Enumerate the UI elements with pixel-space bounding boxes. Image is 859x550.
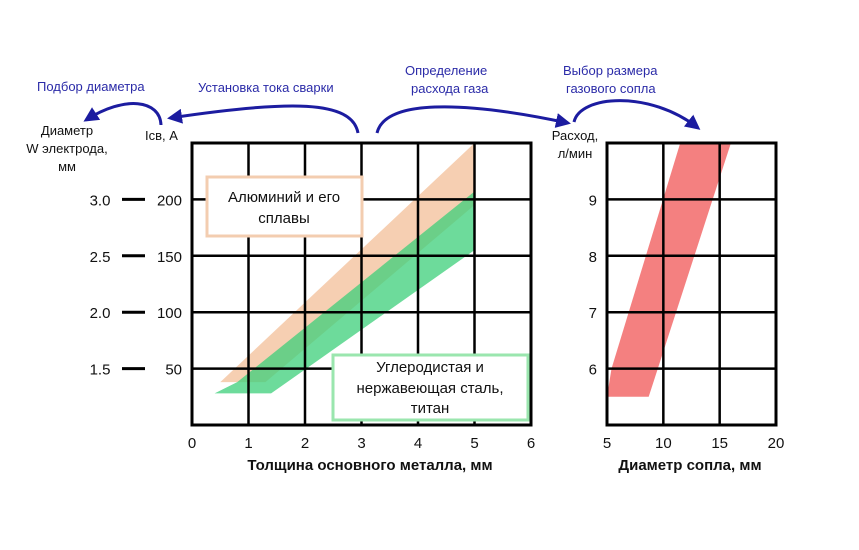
label-gas-flow-2: расхода газа: [411, 81, 489, 96]
electrode-axis-title-3: мм: [58, 159, 76, 174]
label-gas-flow-1: Определение: [405, 63, 487, 78]
x-tick-label: 15: [711, 435, 728, 452]
y-tick-label: 50: [165, 362, 182, 379]
electrode-tick-label: 3.0: [90, 192, 111, 209]
gas-flow-axis-title-1: Расход,: [552, 128, 598, 143]
electrode-tick-label: 1.5: [90, 362, 111, 379]
electrode-axis-title-1: Диаметр: [41, 123, 93, 138]
x-tick-label: 5: [470, 435, 478, 452]
thickness-axis-title: Толщина основного металла, мм: [247, 457, 492, 474]
y-tick-label: 200: [157, 192, 182, 209]
band-aluminum: [220, 143, 475, 383]
label-nozzle-select-2: газового сопла: [566, 81, 656, 96]
y-tick-label: 100: [157, 305, 182, 322]
x-tick-label: 0: [188, 435, 196, 452]
y-tick-label: 6: [589, 362, 597, 379]
x-tick-label: 5: [603, 435, 611, 452]
x-tick-label: 6: [527, 435, 535, 452]
steel-legend-line-3: титан: [411, 400, 450, 417]
aluminum-legend-box: [205, 175, 364, 238]
x-tick-label: 4: [414, 435, 422, 452]
electrode-tick-label: 2.5: [90, 249, 111, 266]
x-tick-label: 2: [301, 435, 309, 452]
label-electrode-select: Подбор диаметра: [37, 79, 145, 94]
label-nozzle-select-1: Выбор размера: [563, 63, 658, 78]
y-tick-label: 150: [157, 249, 182, 266]
x-tick-label: 1: [244, 435, 252, 452]
band-gas: [607, 143, 731, 397]
gas-flow-axis-title-2: л/мин: [558, 146, 593, 161]
arrow-to-gas-flow: [375, 105, 571, 134]
aluminum-legend-line-1: Алюминий и его: [228, 189, 340, 206]
aluminum-legend-line-2: сплавы: [258, 210, 309, 227]
electrode-tick-label: 2.0: [90, 305, 111, 322]
x-tick-label: 10: [655, 435, 672, 452]
arrow-current-to-electrode: [83, 102, 163, 126]
nozzle-axis-title: Диаметр сопла, мм: [618, 457, 761, 474]
plot-frame: [605, 141, 778, 427]
steel-legend-box: [331, 353, 530, 422]
x-tick-label: 20: [768, 435, 785, 452]
electrode-axis-title-2: W электрода,: [26, 141, 107, 156]
x-tick-label: 3: [357, 435, 365, 452]
arrow-to-nozzle: [572, 99, 701, 130]
gas-flow-vs-nozzle-chart: 5 10 15 20 6 7 8 9: [589, 141, 785, 452]
plot-frame: [190, 141, 533, 427]
y-tick-label: 7: [589, 305, 597, 322]
steel-legend-line-2: нержавеющая сталь,: [357, 380, 504, 397]
y-tick-label: 9: [589, 192, 597, 209]
current-axis-title: Icв, А: [145, 128, 178, 143]
steel-legend-line-1: Углеродистая и: [376, 359, 484, 376]
label-current-set: Установка тока сварки: [198, 80, 334, 95]
arrow-thickness-to-current: [167, 104, 360, 134]
y-tick-label: 8: [589, 249, 597, 266]
